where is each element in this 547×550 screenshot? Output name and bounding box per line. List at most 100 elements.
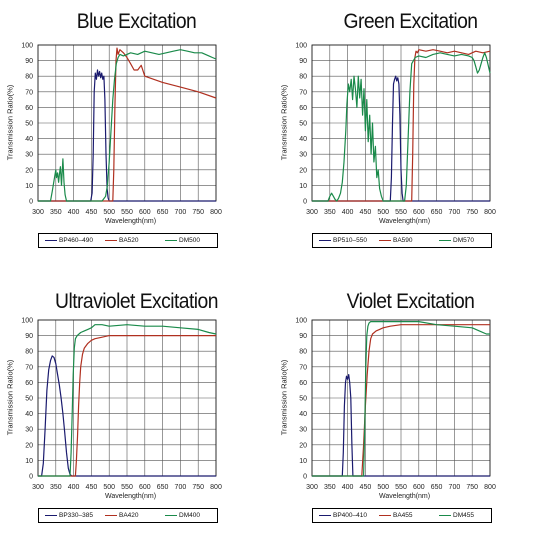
legend-label: BP330–385 — [59, 512, 93, 519]
legend-item: BA590 — [379, 234, 413, 247]
y-tick-label: 80 — [25, 349, 33, 356]
legend-label: DM570 — [453, 237, 474, 244]
y-tick-label: 60 — [299, 380, 307, 387]
legend-swatch — [439, 514, 451, 516]
chart-panel-blue: Blue Excitation 300 350 400 450 500 550 600 650 7… — [0, 0, 273, 275]
legend-label: BA420 — [119, 512, 139, 519]
y-tick-label: 0 — [303, 199, 307, 206]
y-tick-label: 0 — [29, 474, 33, 481]
x-tick-label: 700 — [175, 209, 187, 216]
x-axis-label: Wavelength(nm) — [379, 218, 431, 225]
chart-panel-green: Green Excitation 300 350 400 450 500 550 600 650… — [274, 0, 547, 275]
y-tick-label: 100 — [295, 318, 307, 325]
chart-svg: 300 350 400 450 500 550 600 650 700 750 800 0 10 20 30… — [295, 43, 496, 217]
y-tick-label: 10 — [25, 183, 33, 190]
y-tick-label: 40 — [299, 411, 307, 418]
legend-label: BA455 — [393, 512, 413, 519]
chart-title: Ultraviolet Excitation — [55, 290, 218, 313]
x-tick-label: 500 — [377, 209, 389, 216]
legend-label: BA520 — [119, 237, 139, 244]
legend-item: DM455 — [439, 509, 474, 522]
x-tick-label: 650 — [157, 484, 169, 491]
x-tick-label: 500 — [103, 484, 115, 491]
y-tick-label: 10 — [299, 458, 307, 465]
x-tick-label: 600 — [413, 484, 425, 491]
x-tick-label: 300 — [32, 484, 44, 491]
y-tick-label: 100 — [21, 43, 33, 50]
x-tick-label: 750 — [192, 209, 204, 216]
x-axis-label: Wavelength(nm) — [105, 493, 157, 500]
y-tick-label: 100 — [21, 318, 33, 325]
x-tick-label: 300 — [306, 209, 318, 216]
series-line-bp460-490 — [38, 69, 216, 202]
chart-title: Green Excitation — [343, 10, 478, 33]
x-tick-label: 350 — [50, 484, 62, 491]
y-tick-label: 10 — [25, 458, 33, 465]
y-axis-label: Transmission Ratio(%) — [279, 359, 289, 436]
legend-item: BP460–490 — [45, 234, 93, 247]
y-tick-label: 30 — [25, 152, 33, 159]
series-line-ba520 — [38, 47, 217, 202]
legend-item: BA520 — [105, 234, 139, 247]
legend-swatch — [379, 514, 391, 516]
legend-label: BP510–550 — [333, 237, 367, 244]
x-tick-label: 550 — [395, 209, 407, 216]
legend-label: BP460–490 — [59, 237, 93, 244]
y-tick-label: 40 — [299, 136, 307, 143]
chart-panel-ultraviolet: Ultraviolet Excitation 300 350 400 450 500 550… — [0, 275, 273, 550]
y-tick-label: 90 — [299, 58, 307, 65]
y-tick-label: 0 — [303, 474, 307, 481]
x-tick-label: 400 — [342, 484, 354, 491]
series-line-ba420 — [38, 335, 216, 477]
y-tick-label: 100 — [295, 43, 307, 50]
legend-swatch — [379, 239, 391, 241]
x-tick-label: 600 — [139, 209, 151, 216]
x-tick-label: 750 — [192, 484, 204, 491]
legend-label: BA590 — [393, 237, 413, 244]
legend-swatch — [319, 514, 331, 516]
legend-swatch — [45, 514, 57, 516]
x-tick-label: 300 — [306, 484, 318, 491]
x-tick-label: 750 — [466, 209, 478, 216]
y-tick-label: 20 — [25, 442, 33, 449]
series-line-dm500 — [38, 49, 217, 202]
y-tick-label: 70 — [25, 89, 33, 96]
y-tick-label: 70 — [299, 89, 307, 96]
x-tick-label: 350 — [50, 209, 62, 216]
legend: BP460–490 BA520 DM500 — [38, 233, 218, 248]
x-tick-label: 300 — [32, 209, 44, 216]
x-tick-label: 700 — [449, 209, 461, 216]
y-tick-label: 80 — [25, 74, 33, 81]
y-tick-label: 30 — [25, 427, 33, 434]
x-tick-label: 400 — [68, 484, 80, 491]
x-tick-label: 700 — [175, 484, 187, 491]
y-tick-label: 20 — [25, 167, 33, 174]
chart-svg: 300 350 400 450 500 550 600 650 700 750 800 0 10 20 30… — [21, 318, 222, 492]
y-tick-label: 20 — [299, 442, 307, 449]
legend-swatch — [165, 514, 177, 516]
y-tick-label: 60 — [299, 105, 307, 112]
legend-item: DM570 — [439, 234, 474, 247]
x-tick-label: 750 — [466, 484, 478, 491]
y-tick-label: 50 — [25, 121, 33, 128]
legend-swatch — [45, 239, 57, 241]
legend: BP510–550 BA590 DM570 — [312, 233, 492, 248]
legend-item: BP400–410 — [319, 509, 367, 522]
x-tick-label: 450 — [86, 484, 98, 491]
y-tick-label: 30 — [299, 427, 307, 434]
legend-item: BP330–385 — [45, 509, 93, 522]
x-tick-label: 450 — [360, 484, 372, 491]
x-tick-label: 600 — [413, 209, 425, 216]
x-tick-label: 800 — [484, 209, 496, 216]
y-tick-label: 40 — [25, 136, 33, 143]
x-tick-label: 800 — [210, 484, 222, 491]
y-tick-label: 10 — [299, 183, 307, 190]
y-axis-label: Transmission Ratio(%) — [279, 84, 289, 161]
x-tick-label: 800 — [484, 484, 496, 491]
series-line-dm400 — [38, 324, 217, 477]
y-tick-label: 20 — [299, 167, 307, 174]
x-axis-label: Wavelength(nm) — [379, 493, 431, 500]
y-tick-label: 50 — [299, 396, 307, 403]
x-tick-label: 650 — [431, 484, 443, 491]
x-tick-label: 500 — [103, 209, 115, 216]
